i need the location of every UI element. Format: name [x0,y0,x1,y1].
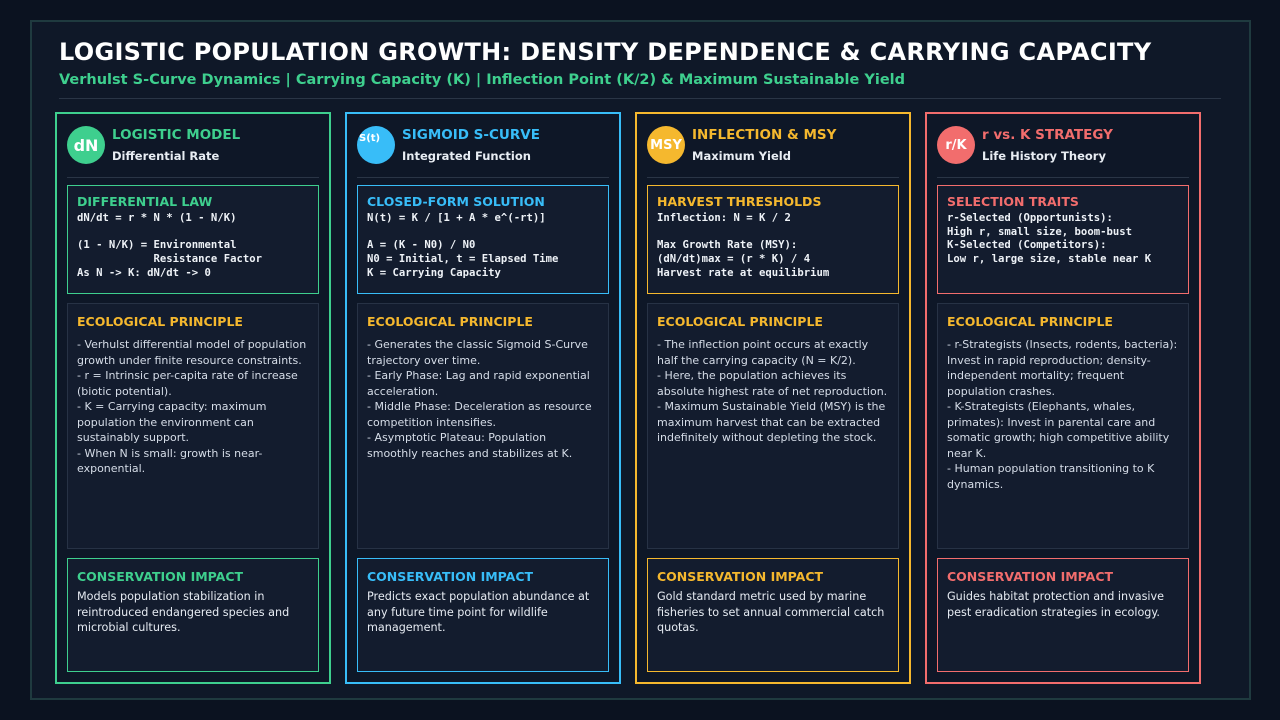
principle-list: - Generates the classic Sigmoid S-Curve … [367,337,599,461]
impact-text: Models population stabilization in reint… [77,590,290,634]
column-subtitle: Integrated Function [402,149,531,163]
principle-item: - Verhulst differential model of populat… [77,338,307,367]
principle-item: - r = Intrinsic per-capita rate of incre… [77,369,298,398]
column-4: r/K r vs. K STRATEGY Life History Theory… [925,112,1201,684]
principle-item: - K = Carrying capacity: maximum populat… [77,400,267,444]
column-subtitle: Life History Theory [982,149,1106,163]
principle-item: - Maximum Sustainable Yield (MSY) is the… [657,400,886,444]
impact-box: CONSERVATION IMPACT Gold standard metric… [647,558,899,672]
impact-title: CONSERVATION IMPACT [947,569,1114,584]
page-subtitle: Verhulst S-Curve Dynamics | Carrying Cap… [59,72,906,88]
column-badge-icon: MSY [647,126,685,164]
column-divider [357,177,609,178]
column-header: r/K r vs. K STRATEGY Life History Theory [937,126,1189,166]
impact-box: CONSERVATION IMPACT Predicts exact popul… [357,558,609,672]
principle-list: - The inflection point occurs at exactly… [657,337,889,446]
column-divider [67,177,319,178]
impact-text: Predicts exact population abundance at a… [367,590,590,634]
impact-text: Gold standard metric used by marine fish… [657,590,885,634]
principle-item: - Asymptotic Plateau: Population smoothl… [367,431,573,460]
column-3: MSY INFLECTION & MSY Maximum Yield HARVE… [635,112,911,684]
impact-title: CONSERVATION IMPACT [657,569,824,584]
formula-title: DIFFERENTIAL LAW [77,194,213,209]
impact-text: Guides habitat protection and invasive p… [947,590,1165,619]
principle-item: - Middle Phase: Deceleration as resource… [367,400,592,429]
principle-item: - K-Strategists (Elephants, whales, prim… [947,400,1170,460]
column-header: dN LOGISTIC MODEL Differential Rate [67,126,319,166]
formula-text: N(t) = K / [1 + A * e^(-rt)] A = (K - N0… [367,212,559,279]
principle-item: - Early Phase: Lag and rapid exponential… [367,369,590,398]
formula-text: dN/dt = r * N * (1 - N/K) (1 - N/K) = En… [77,212,262,279]
principle-box: ECOLOGICAL PRINCIPLE - Verhulst differen… [67,303,319,549]
column-title: LOGISTIC MODEL [112,127,241,143]
formula-box: DIFFERENTIAL LAW dN/dt = r * N * (1 - N/… [67,185,319,294]
principle-item: - Human population transitioning to K dy… [947,462,1155,491]
principle-item: - When N is small: growth is near-expone… [77,446,263,476]
column-subtitle: Differential Rate [112,149,220,163]
impact-box: CONSERVATION IMPACT Guides habitat prote… [937,558,1189,672]
impact-title: CONSERVATION IMPACT [77,569,244,584]
column-badge-icon: dN [67,126,105,164]
principle-item: - Generates the classic Sigmoid S-Curve … [367,338,588,367]
principle-list: - Verhulst differential model of populat… [77,337,309,477]
principle-list: - r-Strategists (Insects, rodents, bacte… [947,337,1179,492]
principle-title: ECOLOGICAL PRINCIPLE [367,314,533,329]
principle-item: - r-Strategists (Insects, rodents, bacte… [947,338,1178,398]
formula-box: HARVEST THRESHOLDS Inflection: N = K / 2… [647,185,899,294]
formula-box: SELECTION TRAITS r-Selected (Opportunist… [937,185,1189,294]
formula-title: CLOSED-FORM SOLUTION [367,194,545,209]
column-title: INFLECTION & MSY [692,127,837,143]
formula-title: HARVEST THRESHOLDS [657,194,822,209]
impact-title: CONSERVATION IMPACT [367,569,534,584]
principle-title: ECOLOGICAL PRINCIPLE [77,314,243,329]
column-divider [937,177,1189,178]
header-divider [59,98,1221,99]
column-header: S(t) SIGMOID S-CURVE Integrated Function [357,126,609,166]
formula-box: CLOSED-FORM SOLUTION N(t) = K / [1 + A *… [357,185,609,294]
column-header: MSY INFLECTION & MSY Maximum Yield [647,126,899,166]
principle-item: - Here, the population achieves its abso… [657,369,888,398]
column-divider [647,177,899,178]
column-subtitle: Maximum Yield [692,149,791,163]
principle-box: ECOLOGICAL PRINCIPLE - r-Strategists (In… [937,303,1189,549]
column-badge-icon: r/K [937,126,975,164]
impact-box: CONSERVATION IMPACT Models population st… [67,558,319,672]
column-title: r vs. K STRATEGY [982,127,1113,143]
principle-title: ECOLOGICAL PRINCIPLE [947,314,1113,329]
principle-box: ECOLOGICAL PRINCIPLE - Generates the cla… [357,303,609,549]
column-badge-icon: S(t) [357,126,395,164]
page-title: LOGISTIC POPULATION GROWTH: DENSITY DEPE… [59,38,1152,66]
principle-title: ECOLOGICAL PRINCIPLE [657,314,823,329]
formula-text: r-Selected (Opportunists): High r, small… [947,212,1152,266]
column-title: SIGMOID S-CURVE [402,127,540,143]
column-1: dN LOGISTIC MODEL Differential Rate DIFF… [55,112,331,684]
formula-text: Inflection: N = K / 2 Max Growth Rate (M… [657,212,830,279]
formula-title: SELECTION TRAITS [947,194,1079,209]
principle-item: - The inflection point occurs at exactly… [657,338,869,367]
principle-box: ECOLOGICAL PRINCIPLE - The inflection po… [647,303,899,549]
column-2: S(t) SIGMOID S-CURVE Integrated Function… [345,112,621,684]
